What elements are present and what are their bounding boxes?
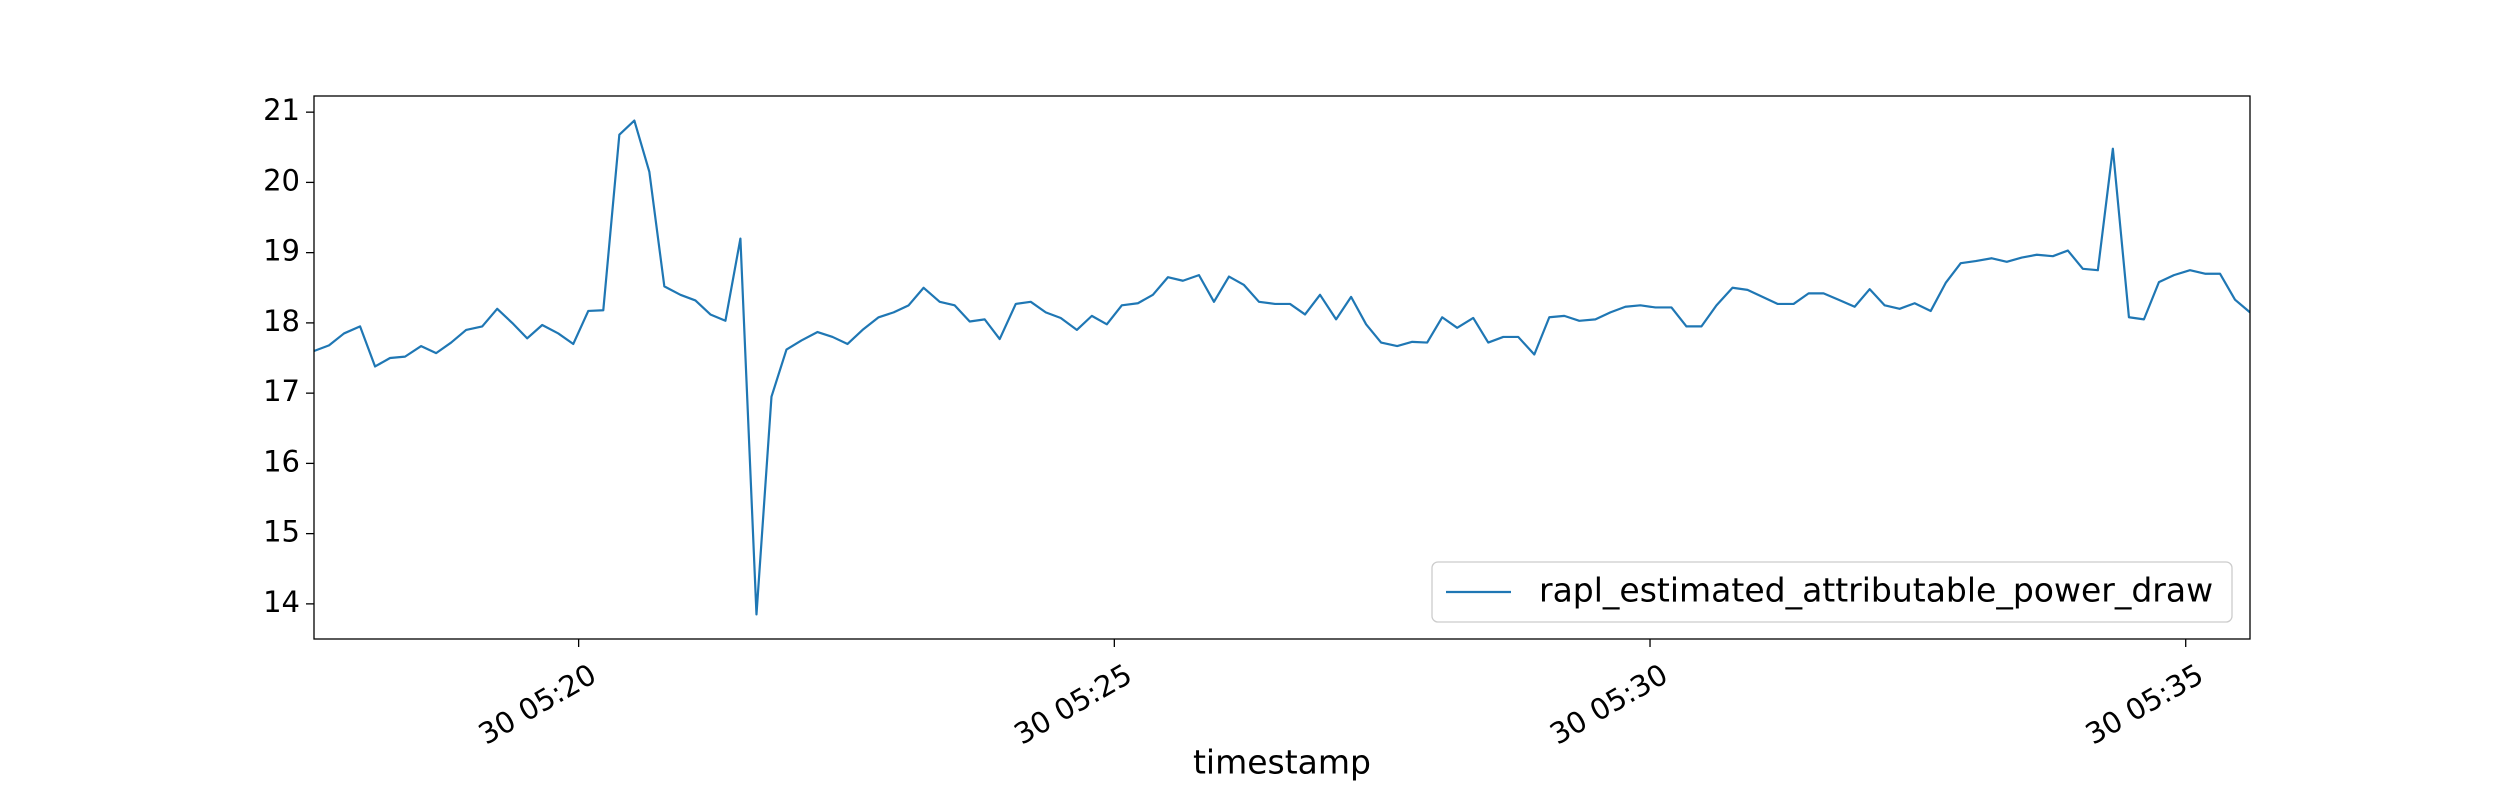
x-tick-label: 30 05:30: [1544, 657, 1673, 751]
legend: rapl_estimated_attributable_power_draw: [1431, 561, 2233, 623]
y-tick-label: 18: [263, 304, 300, 338]
x-tick-label: 30 05:35: [2080, 657, 2209, 751]
legend-label: rapl_estimated_attributable_power_draw: [1539, 571, 2213, 610]
x-tick-label: 30 05:20: [473, 657, 602, 751]
data-line: [314, 119, 2250, 616]
y-tick-label: 14: [263, 585, 300, 619]
y-tick-label: 19: [263, 234, 300, 268]
legend-box: [1431, 561, 2233, 623]
y-tick-label: 17: [263, 374, 300, 408]
y-tick-label: 15: [263, 515, 300, 549]
y-tick-label: 21: [263, 93, 300, 127]
plot-frame: [313, 95, 2251, 640]
y-tick-label: 20: [263, 163, 300, 197]
y-tick-label: 16: [263, 444, 300, 478]
x-tick-label: 30 05:25: [1008, 657, 1137, 751]
x-axis-label: timestamp: [1193, 743, 1371, 782]
